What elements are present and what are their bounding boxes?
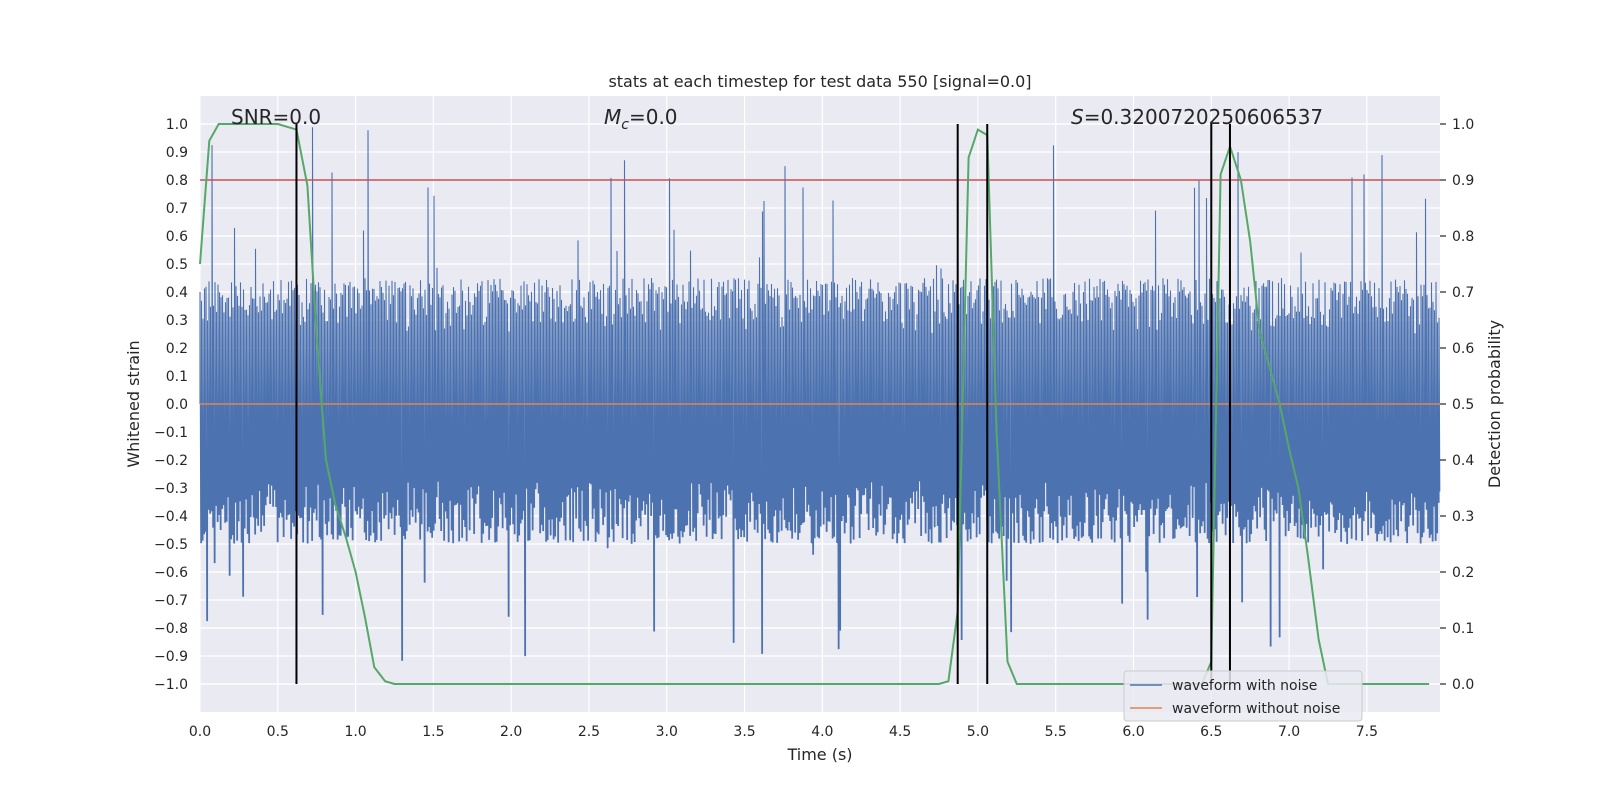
y-tick-label: 0.1 — [166, 369, 188, 385]
right-y-tick-label: 0.2 — [1452, 565, 1474, 581]
noise-series-waveform-with-noise — [199, 127, 1441, 661]
y-tick-label: 0.9 — [166, 145, 188, 161]
x-tick-label: 1.0 — [344, 724, 366, 740]
noise-trace — [199, 127, 1441, 661]
x-tick-label: 3.0 — [656, 724, 678, 740]
legend-box — [1123, 670, 1363, 722]
chart-title: stats at each timestep for test data 550… — [608, 72, 1031, 91]
right-y-tick-label: 0.5 — [1452, 397, 1474, 413]
legend-label-waveform-with-noise: waveform with noise — [1172, 678, 1317, 694]
y-tick-label: 0.5 — [166, 257, 188, 273]
y-tick-labels: 1.0 0.9 0.8 0.7 0.6 0.5 0.4 0.3 0.2 0.1 0.0 −0.1 −0.… — [154, 117, 188, 693]
right-y-tick-label: 0.4 — [1452, 453, 1474, 469]
right-y-tick-label: 0.7 — [1452, 285, 1474, 301]
right-y-tick-label: 0.8 — [1452, 229, 1474, 245]
right-y-tick-label: 0.0 — [1452, 677, 1474, 693]
trigger-lines — [295, 124, 1231, 684]
y-axis-label: Whitened strain — [124, 340, 143, 467]
y-tick-label: 0.7 — [166, 201, 188, 217]
x-tick-label: 2.5 — [578, 724, 600, 740]
y-tick-label: −0.6 — [154, 565, 188, 581]
legend: waveform with noise waveform without noi… — [1123, 670, 1363, 722]
y-tick-label: −0.2 — [154, 453, 188, 469]
x-tick-label: 6.5 — [1200, 724, 1222, 740]
y-tick-label: −0.7 — [154, 593, 188, 609]
x-tick-label: 2.0 — [500, 724, 522, 740]
y-tick-label: −1.0 — [154, 677, 188, 693]
right-y-tick-label: 0.9 — [1452, 173, 1474, 189]
annotation-s-statistic: S=0.3200720250606537 — [1071, 105, 1323, 129]
x-tick-label: 4.5 — [889, 724, 911, 740]
y-tick-label: −0.4 — [154, 509, 188, 525]
x-tick-label: 5.0 — [967, 724, 989, 740]
x-tick-label: 7.5 — [1356, 724, 1378, 740]
y-tick-label: 0.3 — [166, 313, 188, 329]
x-tick-labels: 0.0 0.5 1.0 1.5 2.0 2.5 3.0 3.5 4.0 4.5 5.0 5.5 6.0 6… — [189, 724, 1378, 740]
series-detection-probability — [199, 123, 1430, 685]
y-tick-label: 0.8 — [166, 173, 188, 189]
y-tick-label: −0.1 — [154, 425, 188, 441]
x-tick-label: 3.5 — [733, 724, 755, 740]
x-axis-label: Time (s) — [786, 745, 852, 764]
right-y-tick-label: 0.6 — [1452, 341, 1474, 357]
x-tick-label: 5.5 — [1045, 724, 1067, 740]
right-y-tick-label: 0.3 — [1452, 509, 1474, 525]
y-tick-label: 0.0 — [166, 397, 188, 413]
y-tick-label: 0.4 — [166, 285, 188, 301]
right-y-axis-label: Detection probability — [1485, 320, 1504, 488]
annotation-snr: SNR=0.0 — [231, 105, 321, 129]
y-tick-label: 0.2 — [166, 341, 188, 357]
y-tick-label: −0.9 — [154, 649, 188, 665]
x-tick-label: 6.0 — [1122, 724, 1144, 740]
legend-label-waveform-without-noise: waveform without noise — [1172, 701, 1340, 717]
y-tick-label: −0.3 — [154, 481, 188, 497]
right-y-tick-label: 1.0 — [1452, 117, 1474, 133]
x-tick-label: 4.0 — [811, 724, 833, 740]
detection-probability-line — [199, 123, 1430, 685]
x-tick-label: 1.5 — [422, 724, 444, 740]
y-tick-label: 1.0 — [166, 117, 188, 133]
x-tick-label: 0.5 — [267, 724, 289, 740]
y-tick-label: −0.5 — [154, 537, 188, 553]
y-tick-label: −0.8 — [154, 621, 188, 637]
annotation-chirp-mass: Mc=0.0 — [604, 105, 678, 133]
x-tick-label: 7.0 — [1278, 724, 1300, 740]
x-tick-label: 0.0 — [189, 724, 211, 740]
right-y-tick-labels: 1.0 0.9 0.8 0.7 0.6 0.5 0.4 0.3 0.2 0.1 0.0 — [1440, 117, 1474, 693]
right-y-tick-label: 0.1 — [1452, 621, 1474, 637]
y-tick-label: 0.6 — [166, 229, 188, 245]
